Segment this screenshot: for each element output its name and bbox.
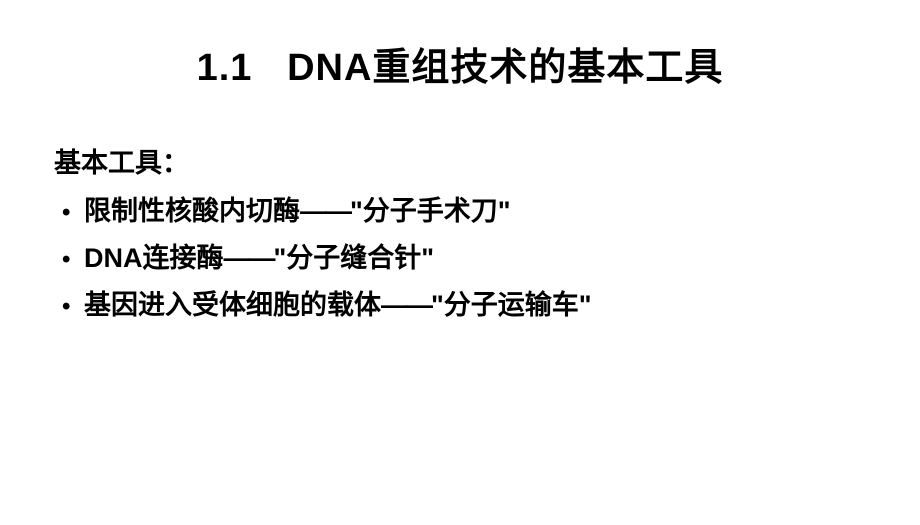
bullet-text-before: DNA连接酶 <box>84 243 224 273</box>
bullet-dash: —— <box>224 243 274 273</box>
bullet-dash: —— <box>300 196 350 226</box>
bullet-marker-icon: • <box>62 196 78 231</box>
bullet-text-after: "分子缝合针" <box>274 243 435 273</box>
list-item: • 限制性核酸内切酶——"分子手术刀" <box>62 192 870 231</box>
list-item: • DNA连接酶——"分子缝合针" <box>62 239 870 278</box>
bullet-marker-icon: • <box>62 243 78 278</box>
bullet-text-after: "分子手术刀" <box>350 196 511 226</box>
section-heading: 基本工具： <box>50 141 870 180</box>
bullet-text: 基因进入受体细胞的载体——"分子运输车" <box>84 286 592 325</box>
slide-title: 1.1 DNA重组技术的基本工具 <box>50 36 870 91</box>
bullet-text-before: 限制性核酸内切酶 <box>84 196 300 226</box>
bullet-list: • 限制性核酸内切酶——"分子手术刀" • DNA连接酶——"分子缝合针" • … <box>50 192 870 325</box>
bullet-marker-icon: • <box>62 290 78 325</box>
bullet-text: DNA连接酶——"分子缝合针" <box>84 239 434 278</box>
bullet-dash: —— <box>381 290 431 320</box>
bullet-text-after: "分子运输车" <box>431 290 592 320</box>
slide-content: 1.1 DNA重组技术的基本工具 基本工具： • 限制性核酸内切酶——"分子手术… <box>0 0 920 525</box>
bullet-text: 限制性核酸内切酶——"分子手术刀" <box>84 192 511 231</box>
bullet-text-before: 基因进入受体细胞的载体 <box>84 290 381 320</box>
list-item: • 基因进入受体细胞的载体——"分子运输车" <box>62 286 870 325</box>
